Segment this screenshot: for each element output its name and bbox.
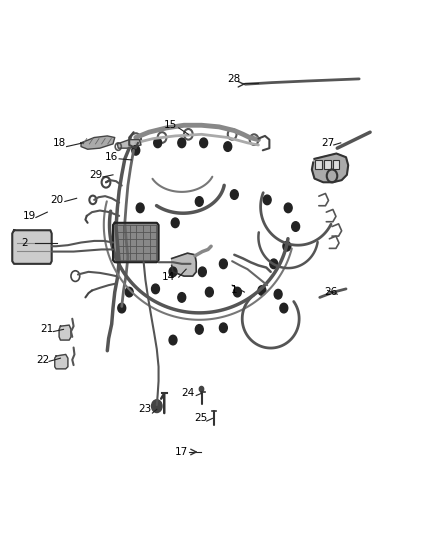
Circle shape	[152, 284, 159, 294]
Circle shape	[200, 138, 208, 148]
Polygon shape	[117, 140, 141, 148]
Circle shape	[284, 203, 292, 213]
Text: 24: 24	[182, 389, 195, 398]
Circle shape	[169, 335, 177, 345]
Circle shape	[283, 241, 291, 251]
Circle shape	[152, 400, 162, 413]
Circle shape	[280, 303, 288, 313]
Text: 20: 20	[50, 195, 64, 205]
Polygon shape	[81, 136, 115, 149]
Text: 19: 19	[23, 211, 36, 221]
Circle shape	[263, 195, 271, 205]
Text: 29: 29	[90, 170, 103, 180]
Text: 28: 28	[228, 74, 241, 84]
Bar	[333, 160, 339, 169]
Circle shape	[230, 190, 238, 199]
Text: 18: 18	[53, 138, 66, 148]
Text: 26: 26	[324, 287, 337, 297]
Circle shape	[258, 286, 266, 295]
Text: 23: 23	[138, 405, 151, 414]
Circle shape	[169, 267, 177, 277]
Circle shape	[199, 386, 204, 392]
Text: 22: 22	[36, 355, 49, 365]
Circle shape	[195, 325, 203, 334]
Circle shape	[233, 287, 241, 297]
Text: 15: 15	[164, 120, 177, 130]
Text: 14: 14	[162, 272, 175, 282]
Circle shape	[219, 259, 227, 269]
Circle shape	[136, 203, 144, 213]
Circle shape	[178, 138, 186, 148]
Circle shape	[198, 267, 206, 277]
Circle shape	[270, 259, 278, 269]
Polygon shape	[172, 253, 196, 276]
Polygon shape	[59, 325, 71, 340]
Text: 1: 1	[231, 286, 238, 295]
Circle shape	[132, 146, 140, 155]
Circle shape	[178, 293, 186, 302]
Circle shape	[219, 323, 227, 333]
Circle shape	[224, 142, 232, 151]
Circle shape	[195, 197, 203, 206]
Bar	[324, 160, 331, 169]
Circle shape	[171, 218, 179, 228]
Text: 27: 27	[321, 138, 334, 148]
Text: 2: 2	[21, 238, 28, 247]
Polygon shape	[312, 154, 348, 182]
Text: 16: 16	[105, 152, 118, 162]
Text: 25: 25	[194, 414, 207, 423]
Text: 21: 21	[41, 325, 54, 334]
Polygon shape	[12, 230, 52, 264]
Circle shape	[274, 289, 282, 299]
Bar	[315, 160, 322, 169]
Polygon shape	[113, 223, 159, 262]
Circle shape	[118, 303, 126, 313]
Circle shape	[154, 138, 162, 148]
Text: 17: 17	[175, 447, 188, 457]
Circle shape	[292, 222, 300, 231]
Circle shape	[125, 287, 133, 297]
Circle shape	[205, 287, 213, 297]
Polygon shape	[55, 354, 68, 369]
